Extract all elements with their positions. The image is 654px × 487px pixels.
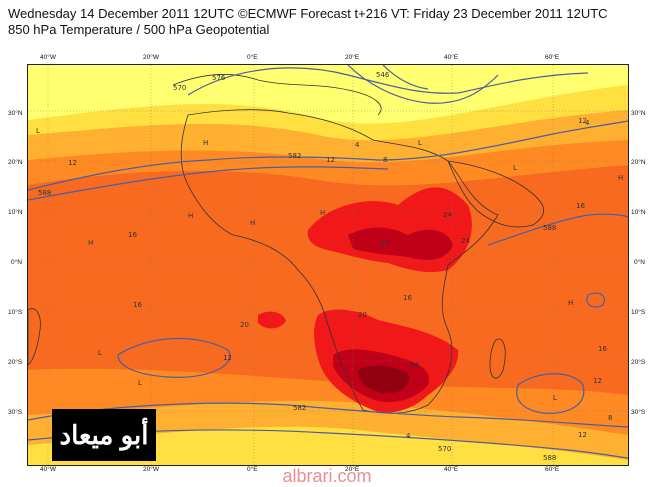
pressure-marker: L: [98, 349, 102, 357]
temp-label: 4: [585, 119, 590, 127]
lon-label-bottom: 20°W: [143, 466, 159, 473]
lon-label-top: 20°E: [345, 54, 360, 61]
pressure-marker: L: [513, 164, 517, 172]
lat-label-right: 20°S: [631, 359, 646, 366]
lat-label-right: 30°N: [631, 110, 646, 117]
mediterranean-coastline: [172, 74, 382, 116]
madagascar-coastline: [489, 338, 506, 379]
lat-label-right: 0°N: [634, 259, 645, 266]
temp-label: 12: [578, 117, 587, 125]
temp-label: 24: [461, 237, 470, 245]
lat-label-left: 10°N: [8, 209, 23, 216]
contour-label: 570: [438, 445, 451, 453]
temp-label: 12: [223, 354, 232, 362]
pressure-marker: H: [320, 209, 325, 217]
temp-label: 16: [598, 345, 607, 353]
temp-label: 16: [133, 301, 142, 309]
contour-labels: 576 582 588 570 546 582 588 570 588: [38, 71, 556, 462]
site-footer: albrari.com: [282, 466, 372, 486]
lat-label-left: 20°S: [8, 359, 23, 366]
lon-label-bottom: 40°E: [444, 466, 459, 473]
lon-label-top: 40°W: [40, 54, 56, 61]
temp-label: 20: [240, 321, 249, 329]
watermark-logo: أبو ميعاد: [52, 409, 156, 461]
temp-label: 20: [358, 311, 367, 319]
lat-label-right: 20°N: [631, 159, 646, 166]
temperature-labels: 12 16 16 20 20 24 24 24 24 16 12 12 8 4 …: [68, 117, 612, 440]
band-16-20: [28, 165, 628, 395]
lat-label-right: 10°N: [631, 209, 646, 216]
lat-label-right: 30°S: [631, 409, 646, 416]
africa-coastline: [180, 109, 499, 414]
lat-label-left: 0°N: [11, 259, 22, 266]
pressure-marker: H: [250, 219, 255, 227]
band-20-24-atlantic: [258, 311, 286, 329]
contour-label: 570: [173, 84, 186, 92]
pressure-markers: L H H L H H L H H L L H L: [36, 127, 623, 402]
lat-label-left: 10°S: [8, 309, 23, 316]
temp-label: 24: [410, 361, 419, 369]
contour-label: 582: [288, 152, 301, 160]
pressure-marker: H: [203, 139, 208, 147]
temp-label: 4: [406, 432, 411, 440]
contour-label: 588: [543, 224, 556, 232]
temperature-geopotential-svg: 576 582 588 570 546 582 588 570 588 12 1…: [28, 65, 628, 465]
title-line-1: Wednesday 14 December 2011 12UTC ©ECMWF …: [8, 6, 608, 21]
temp-label: 12: [593, 377, 602, 385]
watermark-text: أبو ميعاد: [59, 419, 149, 450]
lon-label-top: 60°E: [545, 54, 560, 61]
temp-label: 16: [403, 294, 412, 302]
lat-label-left: 30°N: [8, 110, 23, 117]
temp-label: 24: [380, 239, 389, 247]
contour-label: 582: [293, 404, 306, 412]
lon-label-bottom: 60°E: [545, 466, 560, 473]
pressure-marker: L: [553, 394, 557, 402]
lon-label-bottom: 20°E: [345, 466, 360, 473]
lat-label-left: 20°N: [8, 159, 23, 166]
temp-label: 8: [383, 156, 387, 164]
lon-label-top: 20°W: [143, 54, 159, 61]
weather-map: 576 582 588 570 546 582 588 570 588 12 1…: [27, 64, 629, 466]
temp-label: 12: [578, 431, 587, 439]
lon-label-top: 40°E: [444, 54, 459, 61]
pressure-marker: L: [138, 379, 142, 387]
contour-label: 588: [543, 454, 556, 462]
lat-label-right: 10°S: [631, 309, 646, 316]
lat-label-left: 30°S: [8, 409, 23, 416]
temp-label: 8: [608, 414, 612, 422]
contour-label: 546: [376, 71, 390, 79]
contour-label: 576: [212, 74, 226, 82]
lon-label-top: 0°E: [247, 54, 258, 61]
lat-lon-grid: [28, 65, 628, 465]
pressure-marker: H: [618, 174, 623, 182]
map-title: Wednesday 14 December 2011 12UTC ©ECMWF …: [8, 6, 608, 38]
temp-label: 24: [443, 211, 452, 219]
temp-label: 12: [326, 156, 335, 164]
pressure-marker: H: [188, 212, 193, 220]
pressure-marker: L: [36, 127, 40, 135]
pressure-marker: H: [568, 299, 573, 307]
band-gt-28: [358, 365, 410, 394]
temp-label: 4: [355, 141, 360, 149]
band-24-28-north: [348, 227, 453, 260]
pressure-marker: H: [88, 239, 93, 247]
pressure-marker: L: [418, 139, 422, 147]
temp-label: 12: [68, 159, 77, 167]
lon-label-bottom: 40°W: [40, 466, 56, 473]
temp-label: 16: [128, 231, 137, 239]
temp-label: 16: [576, 202, 585, 210]
arabia-coastline: [447, 160, 545, 228]
contour-label: 588: [38, 189, 51, 197]
title-line-2: 850 hPa Temperature / 500 hPa Geopotenti…: [8, 22, 270, 37]
lon-label-bottom: 0°E: [247, 466, 258, 473]
